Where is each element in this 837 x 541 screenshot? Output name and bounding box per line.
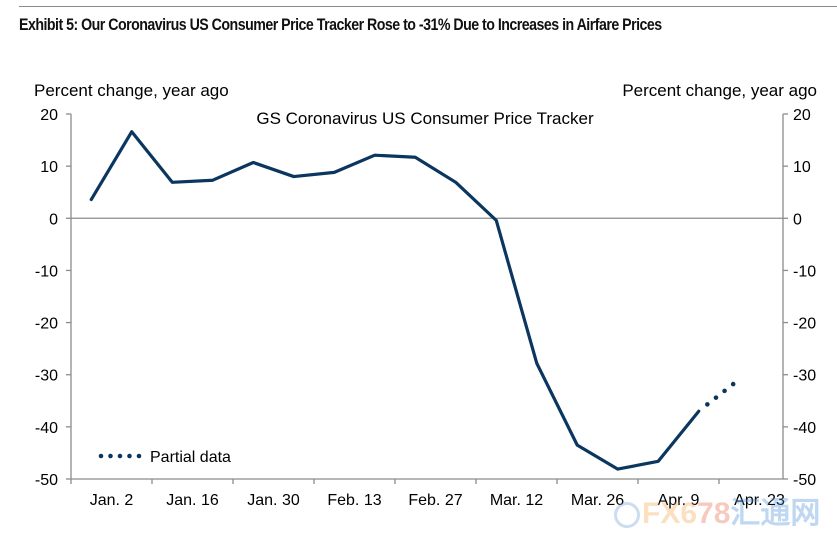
left-y-tick-label: -50 [35,472,58,489]
left-y-tick-label: 0 [49,211,58,228]
x-tick-label: Feb. 13 [327,492,381,509]
right-y-tick-label: 10 [793,159,811,176]
exhibit-title: Exhibit 5: Our Coronavirus US Consumer P… [19,16,662,34]
x-tick-label: Jan. 16 [166,492,219,509]
x-tick-label: Jan. 2 [90,492,134,509]
watermark: FX678汇通网 [614,488,820,532]
right-y-tick-label: 0 [793,211,802,228]
x-tick-label: Apr. 23 [734,492,785,509]
left-axis-label: Percent change, year ago [34,81,229,100]
right-y-tick-label: -10 [793,263,816,280]
fx678-logo-icon [614,502,640,529]
legend: Partial data [98,449,231,466]
x-tick-label: Mar. 26 [571,492,624,509]
left-y-tick-label: -10 [35,263,58,280]
legend-label-partial-data: Partial data [150,449,231,466]
watermark-text-a: FX6 [642,497,698,530]
chart-title: GS Coronavirus US Consumer Price Tracker [256,109,594,128]
top-rule [19,6,837,7]
legend-dot [98,453,104,459]
legend-dot [108,453,113,459]
partial-data-dot [713,395,719,400]
watermark-text-b: 78 [697,497,731,530]
x-tick-label: Jan. 30 [247,492,300,509]
partial-data-dot [705,402,710,407]
partial-data-dot [722,388,727,394]
legend-dot [136,453,142,459]
left-y-tick-label: 10 [40,159,58,176]
left-y-tick-label: -30 [35,368,58,385]
left-y-tick-label: 20 [40,107,58,124]
right-y-tick-label: -50 [793,472,816,489]
watermark-text-c: 汇通网 [730,497,821,530]
right-y-tick-label: -40 [793,420,816,437]
right-axis-label: Percent change, year ago [622,81,817,100]
legend-dot [127,453,132,459]
right-y-tick-label: 20 [793,107,811,124]
x-tick-label: Mar. 12 [490,492,543,509]
left-y-tick-label: -40 [35,420,58,437]
x-tick-label: Feb. 27 [408,492,462,509]
legend-dot [117,453,123,459]
series-line-tracker [89,130,701,471]
left-y-tick-label: -20 [35,316,58,333]
x-tick-label: Apr. 9 [658,492,700,509]
right-y-tick-label: -30 [793,368,816,385]
partial-data-dot [730,381,736,387]
right-y-tick-label: -20 [793,316,816,333]
